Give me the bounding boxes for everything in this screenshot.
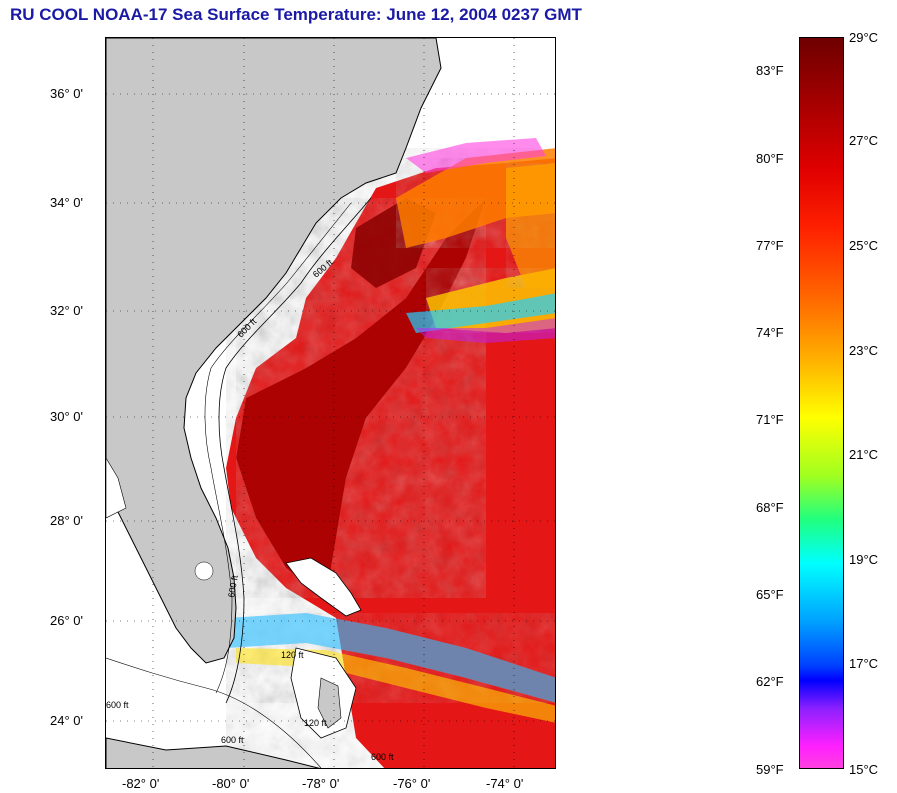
contour-120ft	[204, 202, 352, 694]
colorbar-f-label: 77°F	[756, 238, 784, 253]
lat-label-24: 24° 0'	[50, 713, 83, 728]
colorbar-c-label: 27°C	[849, 133, 879, 148]
cyan-band	[406, 293, 555, 333]
contour-600ft	[218, 197, 372, 704]
land-florida-carolinas	[106, 38, 442, 664]
colorbar-f-label: 83°F	[756, 63, 784, 78]
magenta-band	[416, 318, 555, 343]
colorbar-f-label: 59°F	[756, 762, 784, 777]
colorbar-c-label: 23°C	[849, 343, 879, 358]
contour-label: 600 ft	[226, 574, 240, 598]
andros-island	[317, 677, 342, 729]
bahamas-bank-north	[285, 557, 362, 617]
sst-map: 600 ft 600 ft 600 ft 600 ft 120 ft 120 f…	[105, 37, 556, 769]
contour-label: 600 ft	[221, 735, 244, 745]
sst-colorbar	[799, 37, 844, 769]
gulf-coast-white	[106, 457, 127, 519]
colorbar-f-label: 68°F	[756, 500, 784, 515]
colorbar-c-label: 19°C	[849, 552, 879, 567]
sst-map-graphic: 600 ft 600 ft 600 ft 600 ft 120 ft 120 f…	[106, 38, 555, 768]
east-cool-patches	[506, 163, 555, 288]
lat-label-32: 32° 0'	[50, 303, 83, 318]
colorbar-f-label: 74°F	[756, 325, 784, 340]
lake-okeechobee	[194, 561, 214, 581]
chart-title: RU COOL NOAA-17 Sea Surface Temperature:…	[10, 5, 582, 24]
colorbar-c-label: 29°C	[849, 30, 879, 45]
contour-label: 600 ft	[106, 700, 129, 710]
lon-label-82: -82° 0'	[122, 776, 160, 791]
colorbar-f-label: 71°F	[756, 412, 784, 427]
contour-south	[106, 657, 322, 768]
colorbar-f-label: 62°F	[756, 674, 784, 689]
contour-label: 120 ft	[281, 650, 304, 660]
colorbar-f-label: 80°F	[756, 151, 784, 166]
north-magenta-cloud-edge	[406, 138, 546, 173]
lat-label-34: 34° 0'	[50, 195, 83, 210]
lon-label-76: -76° 0'	[393, 776, 431, 791]
contour-label: 600 ft	[371, 752, 394, 762]
contour-label: 120 ft	[304, 718, 327, 728]
lon-label-78: -78° 0'	[302, 776, 340, 791]
colorbar-c-label: 15°C	[849, 762, 879, 777]
lon-label-74: -74° 0'	[486, 776, 524, 791]
lat-label-30: 30° 0'	[50, 409, 83, 424]
gulf-stream-core	[236, 198, 486, 598]
land-cuba	[106, 737, 321, 768]
lat-label-26: 26° 0'	[50, 613, 83, 628]
colorbar-f-label: 65°F	[756, 587, 784, 602]
southern-cool-band	[226, 613, 555, 703]
lat-label-36: 36° 0'	[50, 86, 83, 101]
colorbar-c-label: 17°C	[849, 656, 879, 671]
graticule	[106, 38, 555, 768]
colorbar-c-label: 21°C	[849, 447, 879, 462]
lon-label-80: -80° 0'	[212, 776, 250, 791]
lat-label-28: 28° 0'	[50, 513, 83, 528]
colorbar-c-label: 25°C	[849, 238, 879, 253]
